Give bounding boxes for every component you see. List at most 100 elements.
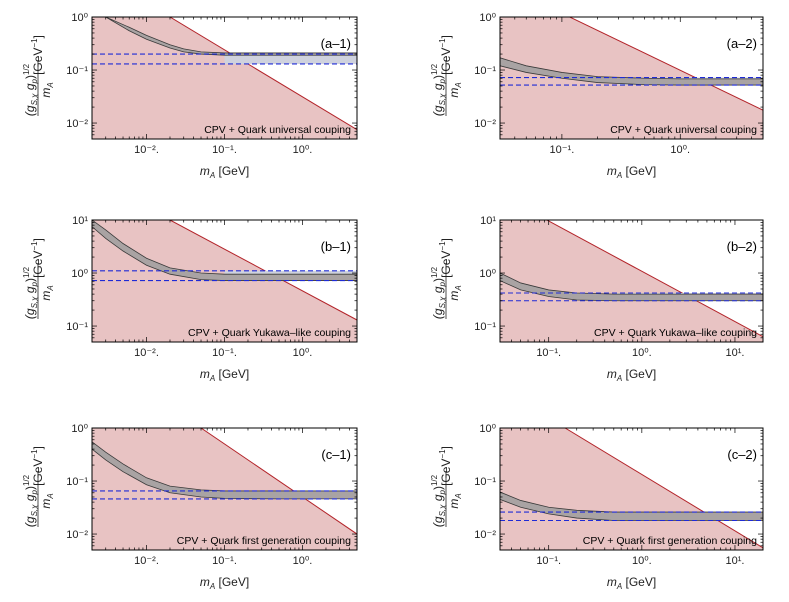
y-tick-label: 10⁻¹ <box>474 476 496 488</box>
y-axis-label: (gS,χ gp)1/2mA <box>430 60 463 116</box>
panel-c-2: 10⁻¹. 10⁰. 10¹. 10⁻² 10⁻¹ 10⁰ (c–2) CPV + Quark… <box>430 423 764 591</box>
y-axis-numerator: (gS,χ gp)1/2 <box>22 474 39 527</box>
x-tick-label: 10⁰. <box>293 347 313 359</box>
x-tick-label: 10⁰. <box>632 347 652 359</box>
panel-c-1: 10⁻². 10⁻¹. 10⁰. 10⁻² 10⁻¹ 10⁰ (c–1) CPV + Quar… <box>22 423 358 591</box>
x-tick-label: 10⁻¹. <box>536 347 561 359</box>
excluded-region <box>92 17 357 139</box>
x-tick-label: 10⁻¹. <box>212 555 237 567</box>
y-axis-numerator: (gS,χ gp)1/2 <box>22 266 39 319</box>
y-axis-label: (gS,χ gp)1/2mA <box>22 471 55 527</box>
x-tick-label: 10¹. <box>725 555 744 567</box>
grey-curve-band <box>92 441 357 500</box>
grey-curve-band <box>105 17 357 56</box>
y-tick-label: 10⁰ <box>479 268 496 280</box>
excluded-boundary-line <box>169 220 357 321</box>
y-tick-label: 10⁻² <box>474 529 496 541</box>
x-tick-label: 10⁻². <box>134 347 159 359</box>
x-tick-label: 10⁻². <box>134 555 159 567</box>
y-axis-unit: [GeV−1] <box>30 238 45 278</box>
x-tick-label: 10⁻¹. <box>536 555 561 567</box>
y-axis-denominator: mA <box>39 493 55 508</box>
x-tick-label: 10⁰. <box>293 144 313 156</box>
y-tick-label: 10⁻² <box>66 529 88 541</box>
y-tick-label: 10¹ <box>480 215 496 227</box>
x-axis-label: mA [GeV] <box>200 164 249 180</box>
y-axis-denominator: mA <box>39 82 55 97</box>
y-tick-label: 10⁰ <box>71 12 88 24</box>
y-axis-label: (gS,χ gp)1/2mA <box>22 263 55 319</box>
panel-a-2: 10⁻¹. 10⁰. 10⁻² 10⁻¹ 10⁰ (a–2) CPV + Quark uni… <box>430 12 764 180</box>
x-axis-label: mA [GeV] <box>607 164 656 180</box>
y-tick-label: 10⁻¹ <box>66 65 88 77</box>
x-tick-label: 10⁰. <box>632 555 652 567</box>
y-tick-label: 10⁰ <box>479 12 496 24</box>
y-tick-label: 10¹ <box>72 215 88 227</box>
panel-caption: CPV + Quark Yukawa–like couping <box>188 327 351 339</box>
y-tick-label: 10⁻¹ <box>474 321 496 333</box>
panel-label: (b–1) <box>321 239 351 254</box>
plot-area <box>92 17 357 139</box>
panel-caption: CPV + Quark Yukawa–like couping <box>594 327 757 339</box>
y-tick-label: 10⁰ <box>71 268 88 280</box>
ticks <box>91 427 358 551</box>
y-axis-unit: [GeV−1] <box>438 446 453 486</box>
y-tick-label: 10⁻² <box>474 118 496 130</box>
y-axis-label: (gS,χ gp)1/2mA <box>22 60 55 116</box>
panel-b-2: 10⁻¹. 10⁰. 10¹. 10⁻¹ 10⁰ 10¹ (b–2) CPV + Quark … <box>430 215 764 383</box>
x-tick-label: 10¹. <box>725 347 744 359</box>
excluded-region <box>500 220 763 342</box>
y-axis-denominator: mA <box>447 493 463 508</box>
x-axis-label: mA [GeV] <box>607 367 656 383</box>
panel-caption: CPV + Quark universal couping <box>610 124 757 136</box>
x-tick-label: 10⁻¹. <box>550 144 575 156</box>
y-axis-unit: [GeV−1] <box>438 238 453 278</box>
panel-caption: CPV + Quark universal couping <box>204 124 351 136</box>
y-axis-denominator: mA <box>447 285 463 300</box>
grey-curve-band <box>500 272 763 302</box>
x-tick-label: 10⁰. <box>293 555 313 567</box>
x-axis-label: mA [GeV] <box>200 367 249 383</box>
x-tick-label: 10⁰. <box>670 144 690 156</box>
y-axis-unit: [GeV−1] <box>30 446 45 486</box>
excluded-boundary-line <box>568 17 763 111</box>
y-axis-numerator: (gS,χ gp)1/2 <box>430 266 447 319</box>
x-axis-label: mA [GeV] <box>200 575 249 591</box>
excluded-boundary-line <box>200 428 357 535</box>
y-axis-label: (gS,χ gp)1/2mA <box>430 471 463 527</box>
panel-b-1: 10⁻². 10⁻¹. 10⁰. 10⁻¹ 10⁰ 10¹ (b–1) CPV + Quark… <box>22 215 358 383</box>
grey-curve-band <box>500 57 763 86</box>
y-tick-label: 10⁰ <box>71 423 88 435</box>
x-tick-label: 10⁻¹. <box>212 144 237 156</box>
y-axis-numerator: (gS,χ gp)1/2 <box>430 63 447 116</box>
y-tick-label: 10⁻¹ <box>66 476 88 488</box>
ticks <box>91 219 358 343</box>
excluded-boundary-line <box>545 220 763 338</box>
y-tick-label: 10⁻¹ <box>474 65 496 77</box>
x-tick-label: 10⁻². <box>134 144 159 156</box>
panel-label: (a–2) <box>727 36 757 51</box>
panel-a-1: 10⁻². 10⁻¹. 10⁰. 10⁻² 10⁻¹ 10⁰ (a–1) CPV + Quar… <box>22 12 358 180</box>
y-axis-unit: [GeV−1] <box>30 35 45 75</box>
plot-area <box>500 220 763 342</box>
plot-area <box>92 428 357 550</box>
y-axis-numerator: (gS,χ gp)1/2 <box>430 474 447 527</box>
ticks <box>499 219 764 343</box>
blue-band <box>224 54 357 64</box>
panel-label: (c–1) <box>321 447 351 462</box>
excluded-boundary-line <box>169 17 357 131</box>
plot-area <box>500 17 763 139</box>
excluded-region <box>92 428 357 550</box>
y-axis-denominator: mA <box>39 285 55 300</box>
panel-label: (b–2) <box>727 239 757 254</box>
y-axis-denominator: mA <box>447 82 463 97</box>
grey-curve-band <box>92 220 357 281</box>
panel-caption: CPV + Quark first generation couping <box>583 535 757 547</box>
y-axis-unit: [GeV−1] <box>438 35 453 75</box>
plot-area <box>92 220 357 342</box>
panel-caption: CPV + Quark first generation couping <box>177 535 351 547</box>
x-tick-label: 10⁻¹. <box>212 347 237 359</box>
panel-label: (c–2) <box>727 447 757 462</box>
panel-label: (a–1) <box>321 36 351 51</box>
